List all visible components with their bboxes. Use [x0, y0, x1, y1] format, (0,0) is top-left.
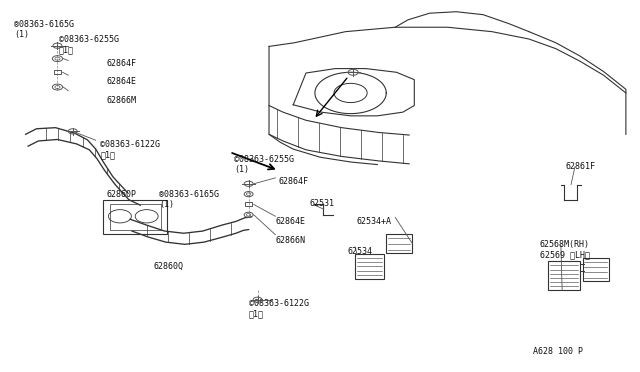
- Text: 62866M: 62866M: [106, 96, 136, 105]
- Bar: [103, 200, 167, 234]
- Bar: [54, 70, 61, 74]
- Bar: [548, 261, 580, 290]
- Text: 62534: 62534: [348, 247, 372, 256]
- Text: ©08363-6122G
（1）: ©08363-6122G （1）: [248, 299, 308, 318]
- Bar: [355, 254, 385, 279]
- Text: ©08363-6255G
（1）: ©08363-6255G （1）: [59, 35, 119, 54]
- Text: ©08363-6255G
(1): ©08363-6255G (1): [234, 155, 294, 174]
- Text: 62866N: 62866N: [275, 236, 305, 245]
- Text: 62864F: 62864F: [278, 177, 308, 186]
- Bar: [582, 259, 609, 281]
- Text: ®08363-6165G
(1): ®08363-6165G (1): [14, 20, 74, 39]
- Text: 62860P: 62860P: [106, 190, 136, 199]
- Text: ©08363-6122G
（1）: ©08363-6122G （1）: [100, 140, 160, 159]
- Bar: [109, 204, 161, 230]
- Text: 62864E: 62864E: [106, 77, 136, 86]
- Bar: [245, 202, 252, 206]
- Text: 62568M(RH)
62569 （LH）: 62568M(RH) 62569 （LH）: [540, 240, 590, 259]
- Bar: [387, 234, 412, 253]
- Text: ®08363-6165G
(1): ®08363-6165G (1): [159, 190, 220, 209]
- Text: 62864F: 62864F: [106, 59, 136, 68]
- Text: 62861F: 62861F: [565, 162, 595, 171]
- Text: A628 100 P: A628 100 P: [534, 347, 584, 356]
- Text: 62860Q: 62860Q: [153, 262, 183, 271]
- Text: 62531: 62531: [309, 199, 334, 208]
- Text: 62534+A: 62534+A: [357, 217, 392, 227]
- Text: 62864E: 62864E: [275, 217, 305, 227]
